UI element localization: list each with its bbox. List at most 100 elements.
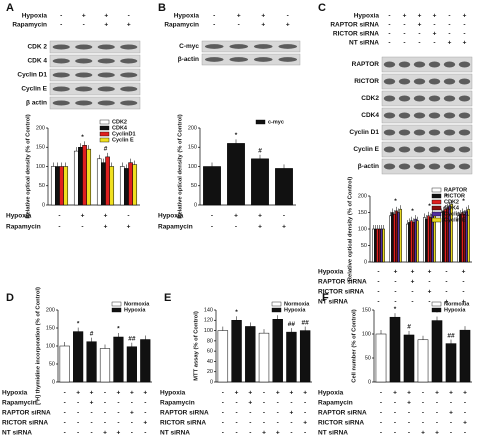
treatment-sign: - — [380, 400, 382, 407]
bar — [429, 217, 432, 263]
treatment-sign: - — [77, 420, 79, 427]
treatment-sign: - — [104, 420, 106, 427]
bar — [86, 148, 92, 206]
legend-label: Cyclin D1 — [444, 211, 469, 217]
treatment-sign: - — [463, 31, 465, 38]
bar — [372, 228, 375, 263]
treatment-label: Rapamycin — [158, 224, 193, 231]
band-label: C-myc — [179, 43, 199, 50]
treatment-sign: - — [64, 410, 66, 417]
treatment-label: RAPTOR siRNA — [330, 22, 379, 29]
blot-band — [229, 57, 249, 62]
blot-band — [443, 146, 456, 153]
legend-swatch — [431, 301, 442, 307]
treatment-label: RICTOR siRNA — [318, 289, 364, 296]
bar — [417, 339, 429, 383]
significance-mark: * — [394, 306, 397, 313]
treatment-sign: - — [462, 279, 464, 286]
blot-band — [443, 78, 456, 85]
treatment-sign: - — [64, 400, 66, 407]
legend-label: c-myc — [268, 119, 284, 125]
blot-band — [398, 163, 411, 170]
treatment-sign: - — [408, 420, 410, 427]
treatment-sign: - — [277, 420, 279, 427]
legend-label: Cyclin E — [444, 217, 466, 223]
band-label: Cyclin D1 — [17, 72, 47, 79]
legend-label: Cyclin E — [112, 137, 134, 143]
blot-strip — [381, 158, 473, 175]
blot-band — [458, 112, 471, 119]
treatment-sign: - — [90, 420, 92, 427]
treatment-sign: - — [418, 31, 420, 38]
treatment-sign: - — [422, 400, 424, 407]
treatment-sign: - — [403, 31, 405, 38]
treatment-sign: - — [445, 279, 447, 286]
bar — [414, 218, 417, 263]
significance-mark: # — [104, 146, 108, 153]
treatment-sign: - — [450, 400, 452, 407]
legend-swatch — [271, 307, 282, 313]
blot-band — [398, 146, 411, 153]
treatment-sign: - — [90, 410, 92, 417]
y-axis-label: [³H] thymidine incorporation (% of Contr… — [35, 287, 42, 405]
treatment-sign: + — [290, 390, 294, 397]
blot-strip — [381, 124, 473, 141]
treatment-label: RICTOR siRNA — [160, 420, 206, 427]
treatment-sign: - — [263, 390, 265, 397]
blot-strip — [381, 141, 473, 158]
legend-swatch — [111, 301, 122, 307]
treatment-sign: - — [235, 410, 237, 417]
treatment-sign: - — [418, 40, 420, 47]
treatment-sign: - — [263, 410, 265, 417]
legend-label: CyclinD1 — [112, 131, 136, 137]
treatment-sign: - — [117, 410, 119, 417]
bar — [59, 345, 70, 383]
blot-band — [120, 86, 138, 92]
treatment-sign: - — [238, 22, 240, 29]
y-tick-label: 150 — [188, 145, 197, 151]
blot-strip — [201, 53, 301, 66]
bar — [375, 333, 387, 383]
blot-band — [52, 100, 70, 106]
blot-band — [398, 61, 411, 68]
treatment-sign: + — [463, 13, 467, 20]
band-label: Cyclin E — [353, 146, 379, 153]
y-tick-label: 50 — [49, 361, 55, 367]
y-axis-label: MTT assay (% of Control) — [194, 311, 200, 381]
treatment-label: Rapamycin — [12, 22, 47, 29]
treatment-sign: - — [422, 390, 424, 397]
y-tick-label: 150 — [36, 145, 45, 151]
legend-swatch — [99, 137, 110, 143]
blot-band — [413, 95, 426, 102]
treatment-sign: + — [463, 390, 467, 397]
treatment-sign: + — [463, 420, 467, 427]
treatment-sign: - — [380, 430, 382, 437]
blot-strip — [381, 56, 473, 73]
blot-band — [229, 44, 249, 49]
treatment-sign: - — [394, 299, 396, 306]
panel-letter: F — [322, 292, 329, 304]
treatment-sign: - — [235, 430, 237, 437]
treatment-sign: - — [422, 420, 424, 427]
treatment-label: Hypoxia — [6, 213, 32, 220]
treatment-label: Hypoxia — [318, 269, 344, 276]
blot-strip — [49, 68, 141, 82]
significance-mark: * — [117, 326, 120, 333]
treatment-sign: + — [421, 430, 425, 437]
y-tick-label: 150 — [358, 210, 367, 216]
treatment-sign: - — [394, 410, 396, 417]
treatment-sign: - — [380, 420, 382, 427]
treatment-sign: + — [130, 410, 134, 417]
blot-band — [75, 44, 93, 50]
y-tick-label: 100 — [358, 226, 367, 232]
bar — [427, 215, 430, 263]
legend-swatch — [431, 307, 442, 313]
y-tick-label: 20 — [207, 369, 213, 375]
legend-swatch — [255, 119, 266, 125]
treatment-label: Rapamycin — [318, 400, 353, 407]
bar — [459, 329, 471, 383]
treatment-sign: - — [394, 420, 396, 427]
treatment-sign: + — [303, 420, 307, 427]
panel-letter: E — [164, 292, 171, 304]
bar — [389, 215, 392, 263]
